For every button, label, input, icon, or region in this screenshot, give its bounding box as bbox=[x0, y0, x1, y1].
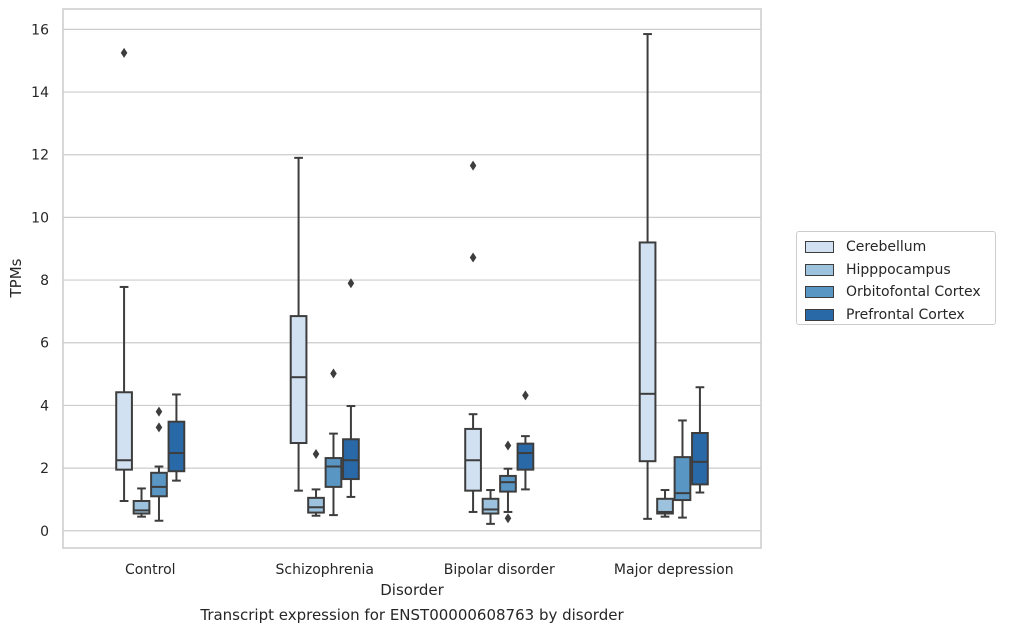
y-tick-label-0: 0 bbox=[40, 524, 49, 540]
chart-caption: Transcript expression for ENST0000060876… bbox=[200, 606, 624, 624]
y-tick-label-4: 4 bbox=[40, 398, 49, 414]
outlier-point bbox=[155, 422, 163, 433]
x-tick-label-2: Bipolar disorder bbox=[444, 562, 555, 578]
box-body bbox=[342, 438, 360, 481]
legend: Cerebellum Hipppocampus Orbitofontal Corte… bbox=[796, 231, 996, 325]
boxes bbox=[115, 33, 709, 525]
box-1-2 bbox=[324, 368, 343, 517]
outlier-point bbox=[120, 47, 128, 58]
x-axis-title: Disorder bbox=[380, 581, 444, 599]
legend-label: Prefrontal Cortex bbox=[846, 306, 965, 323]
outlier-point bbox=[330, 368, 337, 379]
outlier-point bbox=[469, 160, 477, 171]
y-axis-title: TPMs bbox=[7, 258, 25, 298]
box-0-3 bbox=[167, 393, 186, 482]
y-tick-label-16: 16 bbox=[31, 22, 49, 38]
box-2-2 bbox=[499, 440, 517, 524]
box-body bbox=[638, 241, 657, 463]
y-tick-label-10: 10 bbox=[31, 210, 49, 226]
x-tick-label-1: Schizophrenia bbox=[276, 562, 374, 578]
box-1-3 bbox=[342, 278, 360, 498]
outlier-point bbox=[504, 440, 512, 451]
legend-label: Cerebellum bbox=[846, 239, 927, 256]
box-1-0 bbox=[289, 156, 308, 492]
box-body bbox=[656, 497, 674, 515]
box-0-1 bbox=[132, 487, 151, 518]
y-tick-label-8: 8 bbox=[40, 273, 49, 289]
box-3-2 bbox=[673, 419, 692, 519]
box-body bbox=[132, 499, 151, 515]
box-body bbox=[167, 420, 186, 473]
box-body bbox=[691, 431, 709, 486]
legend-item-1: Hipppocampus bbox=[805, 259, 995, 282]
legend-label: Hipppocampus bbox=[846, 261, 951, 278]
outlier-point bbox=[155, 406, 163, 417]
legend-swatch bbox=[805, 308, 834, 321]
y-tick-label-14: 14 bbox=[31, 85, 49, 101]
outlier-point bbox=[469, 252, 477, 263]
legend-swatch bbox=[805, 286, 834, 299]
legend-swatch bbox=[805, 263, 834, 276]
legend-swatch bbox=[805, 241, 834, 254]
box-3-3 bbox=[691, 386, 709, 494]
box-body bbox=[499, 474, 517, 493]
y-tick-label-6: 6 bbox=[40, 336, 49, 352]
box-body bbox=[150, 471, 168, 498]
plot-area-frame bbox=[62, 8, 762, 549]
box-2-3 bbox=[516, 390, 535, 491]
outlier-point bbox=[347, 278, 355, 289]
box-2-0 bbox=[464, 160, 482, 513]
legend-item-3: Prefrontal Cortex bbox=[805, 304, 995, 327]
x-tick-label-0: Control bbox=[125, 562, 176, 578]
box-body bbox=[673, 456, 692, 502]
y-tick-labels: 0 2 4 6 8 10 12 14 16 bbox=[31, 22, 49, 539]
x-tick-labels: Control Schizophrenia Bipolar disorder Majo… bbox=[125, 562, 734, 578]
outlier-point bbox=[504, 513, 512, 524]
box-body bbox=[324, 457, 343, 488]
box-1-1 bbox=[307, 448, 325, 517]
y-tick-label-2: 2 bbox=[40, 461, 49, 477]
box-2-1 bbox=[481, 489, 500, 525]
box-body bbox=[115, 391, 133, 471]
outlier-point bbox=[522, 390, 529, 401]
box-body bbox=[481, 497, 500, 515]
box-3-1 bbox=[656, 489, 674, 518]
box-body bbox=[307, 496, 325, 514]
legend-item-0: Cerebellum bbox=[805, 236, 995, 259]
legend-label: Orbitofontal Cortex bbox=[846, 284, 981, 301]
y-tick-label-12: 12 bbox=[31, 148, 49, 164]
legend-item-2: Orbitofontal Cortex bbox=[805, 281, 995, 304]
x-tick-label-3: Major depression bbox=[614, 562, 734, 578]
box-0-2 bbox=[150, 406, 168, 522]
box-0-0 bbox=[115, 47, 133, 502]
outlier-point bbox=[312, 448, 320, 459]
box-body bbox=[289, 315, 308, 445]
box-body bbox=[516, 442, 535, 471]
box-3-0 bbox=[638, 33, 657, 520]
